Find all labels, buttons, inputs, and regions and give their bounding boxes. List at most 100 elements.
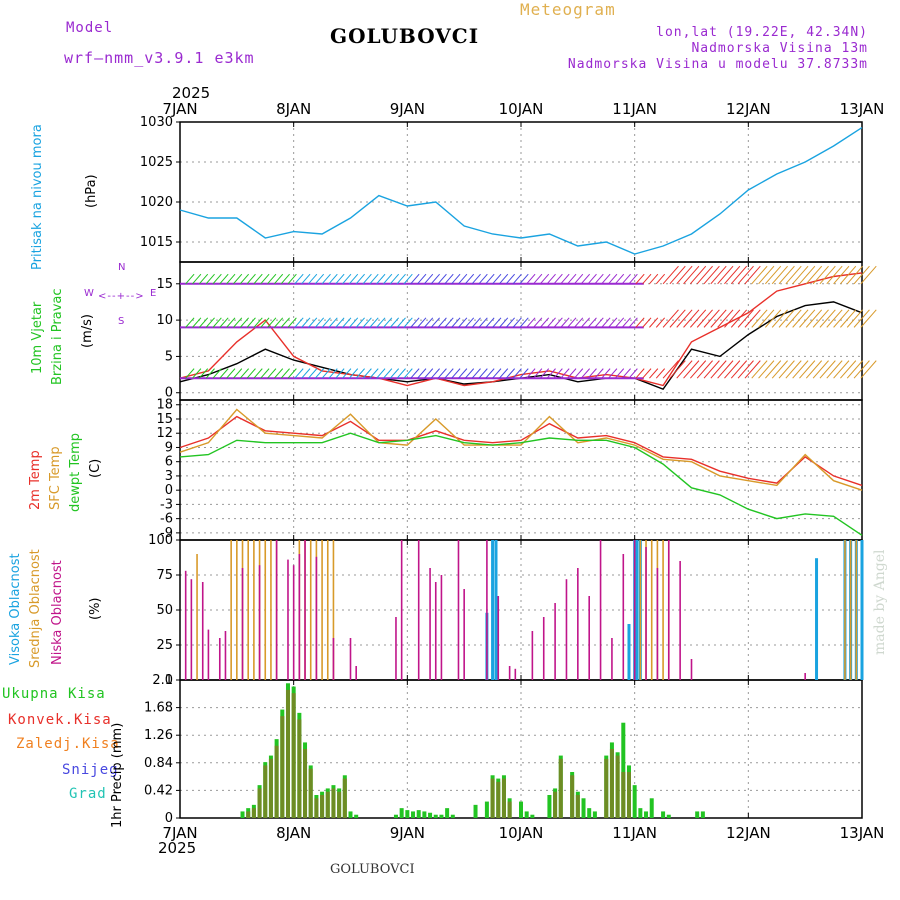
precip-bar-ukupnakisa bbox=[644, 811, 649, 818]
wind-barb bbox=[383, 273, 393, 285]
wind-barb bbox=[758, 265, 775, 285]
wind-barb bbox=[737, 265, 754, 285]
cloud-bar-niska bbox=[349, 638, 352, 680]
wind-barb bbox=[662, 360, 679, 379]
wind-barb bbox=[383, 368, 393, 379]
wind-barb bbox=[205, 317, 215, 328]
wind-barb bbox=[348, 317, 359, 328]
wind-barb bbox=[853, 265, 870, 285]
x-label-top: 12JAN bbox=[726, 100, 771, 118]
wind-barb bbox=[464, 368, 475, 379]
wind-barb bbox=[567, 368, 577, 379]
wind-barb bbox=[389, 273, 400, 285]
wind-barb bbox=[826, 309, 843, 328]
wind-barb bbox=[492, 317, 502, 328]
cloud-bar-niska bbox=[315, 556, 318, 680]
wind-barb bbox=[253, 368, 263, 379]
wind-barb bbox=[403, 273, 413, 285]
cloud-bar-niska bbox=[633, 540, 636, 680]
wind-barb bbox=[505, 273, 515, 285]
wind-barb bbox=[273, 368, 284, 379]
cloud-bar-niska bbox=[645, 547, 647, 680]
wind-barb bbox=[376, 317, 386, 328]
wind-barb bbox=[267, 273, 277, 285]
precip-bar-ukupnakisa bbox=[399, 808, 404, 818]
precip-bar-ukupnakisa bbox=[632, 785, 637, 818]
precip-bar-konvekkisa bbox=[553, 791, 558, 818]
wind-barb bbox=[369, 368, 379, 379]
precip-bar-konvekkisa bbox=[507, 801, 512, 818]
wind-barb bbox=[280, 317, 290, 328]
wind-barb bbox=[696, 360, 713, 379]
wind-barb bbox=[744, 309, 761, 328]
y-tick-label: -9 bbox=[160, 526, 173, 541]
wind-barb bbox=[335, 368, 345, 379]
precip-bar-konvekkisa bbox=[575, 795, 580, 818]
wind-barb bbox=[526, 368, 536, 379]
wind-barb bbox=[410, 273, 420, 285]
wind-barb bbox=[430, 273, 440, 285]
y-tick-label: 50 bbox=[156, 603, 173, 618]
cloud-bar-visoka bbox=[860, 540, 864, 680]
wind-barb bbox=[785, 265, 802, 285]
wind-barb bbox=[724, 265, 741, 285]
compass-e: E bbox=[150, 288, 157, 299]
wind-barb bbox=[233, 273, 243, 285]
y-tick-label: 9 bbox=[165, 440, 173, 455]
wind-barb bbox=[642, 368, 652, 379]
wind-barb bbox=[683, 360, 700, 379]
wind-barb bbox=[737, 309, 754, 328]
wind-barb bbox=[485, 368, 495, 379]
wind-barb bbox=[458, 368, 468, 379]
precip-bar-ukupnakisa bbox=[439, 814, 444, 818]
wind-barb bbox=[860, 360, 877, 379]
panel-frame bbox=[179, 121, 863, 263]
wind-barb bbox=[846, 265, 863, 285]
wind-barb bbox=[840, 360, 857, 379]
precip-bar-konvekkisa bbox=[604, 758, 609, 818]
cloud-bar-srednja bbox=[309, 540, 312, 680]
series-line-sfc-temp bbox=[179, 408, 863, 491]
precip-bar-konvekkisa bbox=[609, 749, 614, 818]
precip-bar-ukupnakisa bbox=[348, 811, 353, 818]
precip-bar-konvekkisa bbox=[325, 791, 330, 818]
wind-barb bbox=[649, 273, 659, 285]
wind-barb bbox=[321, 317, 331, 328]
precip-legend-snow: Snijeg bbox=[62, 762, 119, 778]
y-tick-label: 75 bbox=[156, 568, 173, 583]
cloud-bar-visoka bbox=[627, 624, 631, 680]
wind-barb bbox=[471, 273, 481, 285]
wind-barb bbox=[826, 265, 843, 285]
precip-legend-total: Ukupna Kisa bbox=[2, 686, 106, 702]
cloud-bar-niska bbox=[207, 629, 210, 680]
wind-barb bbox=[205, 273, 215, 285]
precip-bar-ukupnakisa bbox=[433, 814, 438, 818]
wind-barb bbox=[635, 273, 645, 285]
wind-barb bbox=[799, 360, 816, 379]
precip-bar-ukupnakisa bbox=[530, 814, 535, 818]
precip-legend-hail: Grad bbox=[69, 786, 107, 802]
wind-barb bbox=[287, 273, 297, 285]
precip-legend-freezing: Zaledj.Kisa bbox=[16, 736, 120, 752]
cloud-bar-niska bbox=[497, 596, 500, 680]
wind-barb bbox=[219, 317, 229, 328]
wind-barb bbox=[376, 368, 386, 379]
cloud-bar-niska bbox=[440, 575, 443, 680]
wind-barb bbox=[655, 273, 666, 285]
series-line-mslp bbox=[179, 127, 863, 255]
precip-bar-konvekkisa bbox=[246, 811, 251, 818]
cloud-bar-niska bbox=[275, 540, 278, 680]
wind-barb bbox=[430, 317, 440, 328]
x-label-bottom: 12JAN bbox=[726, 824, 771, 842]
cloud-bar-niska bbox=[577, 568, 579, 680]
precip-bar-konvekkisa bbox=[251, 808, 256, 818]
wind-barb bbox=[287, 317, 297, 328]
wind-barb bbox=[717, 309, 734, 328]
wind-barb bbox=[812, 360, 829, 379]
wind-barb bbox=[308, 317, 318, 328]
series-line-2m-temp bbox=[179, 415, 863, 487]
y-tick-label: 3 bbox=[165, 469, 173, 484]
wind-barb bbox=[751, 309, 768, 328]
y-tick-label: 2.1 bbox=[152, 673, 173, 688]
